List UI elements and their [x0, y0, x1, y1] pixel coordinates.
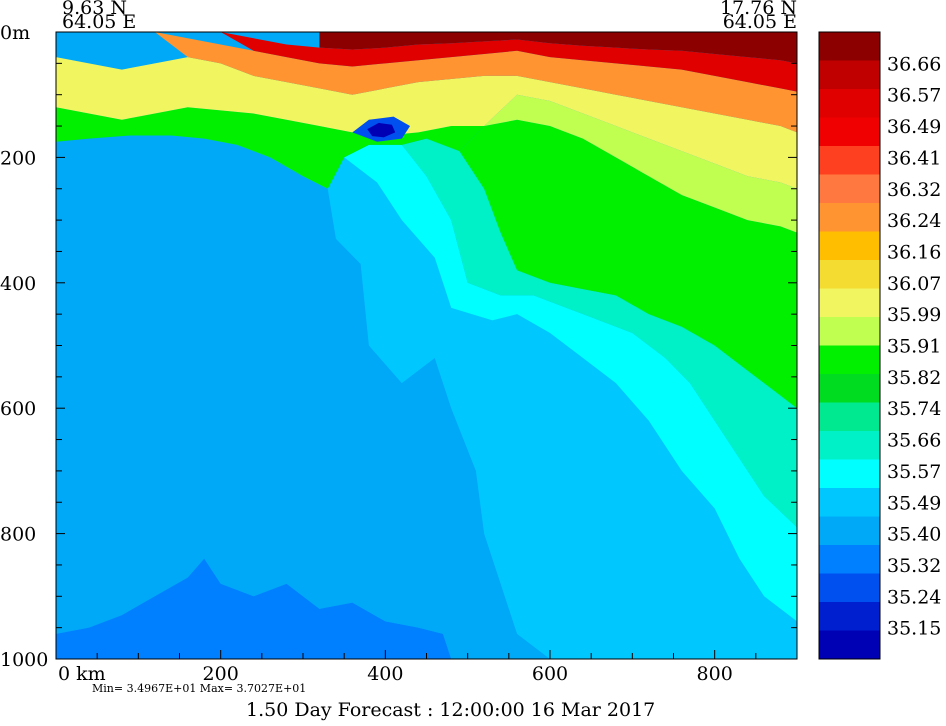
- colorbar-label: 35.49: [887, 492, 941, 514]
- colorbar-swatch: [819, 288, 880, 318]
- y-tick-label: 800: [0, 524, 36, 546]
- colorbar-label: 35.99: [887, 304, 941, 326]
- colorbar-swatch: [819, 89, 880, 118]
- y-axis-top-label: 0m: [0, 22, 30, 44]
- colorbar-label: 35.40: [887, 524, 941, 546]
- colorbar-swatch: [819, 174, 880, 204]
- x-tick-label: 200: [203, 663, 239, 685]
- colorbar-swatch: [819, 602, 880, 631]
- colorbar-label: 35.82: [887, 367, 941, 389]
- colorbar-swatch: [819, 374, 880, 403]
- contour-yellow: [56, 57, 797, 189]
- x-axis-labels: 0 km 200 400 600 800: [58, 663, 733, 685]
- x-tick-label: 600: [532, 663, 568, 685]
- contour-yellow-green: [484, 94, 797, 233]
- colorbar-swatch: [819, 231, 880, 261]
- right-latitude-label: 17.76 N: [720, 0, 797, 19]
- contour-orange: [154, 32, 798, 133]
- colorbar-frame: [818, 31, 881, 660]
- colorbar-swatch: [819, 32, 880, 61]
- colorbar-label: 36.07: [887, 273, 941, 295]
- contour-red: [220, 32, 797, 92]
- colorbar-label: 35.91: [887, 336, 941, 358]
- colorbar-swatch: [819, 545, 880, 574]
- colorbar-label: 36.32: [887, 179, 941, 201]
- colorbar-label: 35.15: [887, 618, 941, 640]
- y-tick-label: 600: [0, 398, 36, 420]
- colorbar-swatch: [819, 260, 880, 289]
- contour-upper-green: [56, 107, 485, 189]
- y-axis-labels: 200 400 600 800 1000: [0, 147, 48, 671]
- forecast-caption: 1.50 Day Forecast : 12:00:00 16 Mar 2017: [246, 699, 655, 721]
- y-tick-label: 1000: [0, 649, 48, 671]
- contour-light-blue: [327, 157, 797, 659]
- colorbar-label: 35.32: [887, 555, 941, 577]
- y-tick-label: 200: [0, 147, 36, 169]
- y-tick-label: 400: [0, 273, 36, 295]
- colorbar-label: 35.66: [887, 430, 941, 452]
- contour-cyan: [344, 144, 797, 622]
- right-longitude-label: 64.05 E: [723, 11, 797, 33]
- colorbar-label: 36.24: [887, 210, 941, 232]
- x-tick-label: 800: [697, 663, 733, 685]
- colorbar-swatch: [819, 431, 880, 460]
- min-max-stats: Min= 3.4967E+01 Max= 3.7027E+01: [92, 682, 306, 695]
- plot-area: [56, 32, 798, 659]
- left-longitude-label: 64.05 E: [62, 11, 136, 33]
- colorbar-label: 35.24: [887, 586, 941, 608]
- contour-green: [459, 119, 797, 409]
- colorbar-label: 35.57: [887, 461, 941, 483]
- x-tick-label: 400: [367, 663, 403, 685]
- colorbar-swatch: [819, 402, 880, 432]
- colorbar-label: 35.74: [887, 398, 941, 420]
- colorbar-swatch: [819, 203, 880, 232]
- colorbar-label: 36.16: [887, 241, 941, 263]
- colorbar-swatch: [819, 60, 880, 90]
- colorbar-swatch: [819, 516, 880, 546]
- contour-blue-mid: [56, 151, 550, 659]
- colorbar: 36.66 36.57 36.49 36.41 36.32 36.24 36.16 36.07…: [818, 31, 941, 660]
- colorbar-label: 36.49: [887, 116, 941, 138]
- colorbar-swatch: [819, 630, 880, 660]
- colorbar-swatch: [819, 146, 880, 175]
- colorbar-swatch: [819, 117, 880, 147]
- colorbar-swatch: [819, 573, 880, 603]
- colorbar-swatch: [819, 317, 880, 346]
- left-latitude-label: 9.63 N: [62, 0, 127, 19]
- contour-dark-red: [319, 32, 797, 64]
- colorbar-swatch: [819, 345, 880, 375]
- contour-deep-blue-band: [56, 558, 452, 659]
- x-tick-label: 0 km: [58, 663, 106, 685]
- axis-ticks: [56, 62, 797, 659]
- colorbar-label: 36.41: [887, 147, 941, 169]
- colorbar-label: 36.57: [887, 85, 941, 107]
- colorbar-swatch: [819, 488, 880, 517]
- contour-blue-spot-inner: [367, 122, 396, 138]
- contour-aqua-green: [401, 138, 797, 528]
- colorbar-swatch: [819, 459, 880, 489]
- colorbar-label: 36.66: [887, 53, 941, 75]
